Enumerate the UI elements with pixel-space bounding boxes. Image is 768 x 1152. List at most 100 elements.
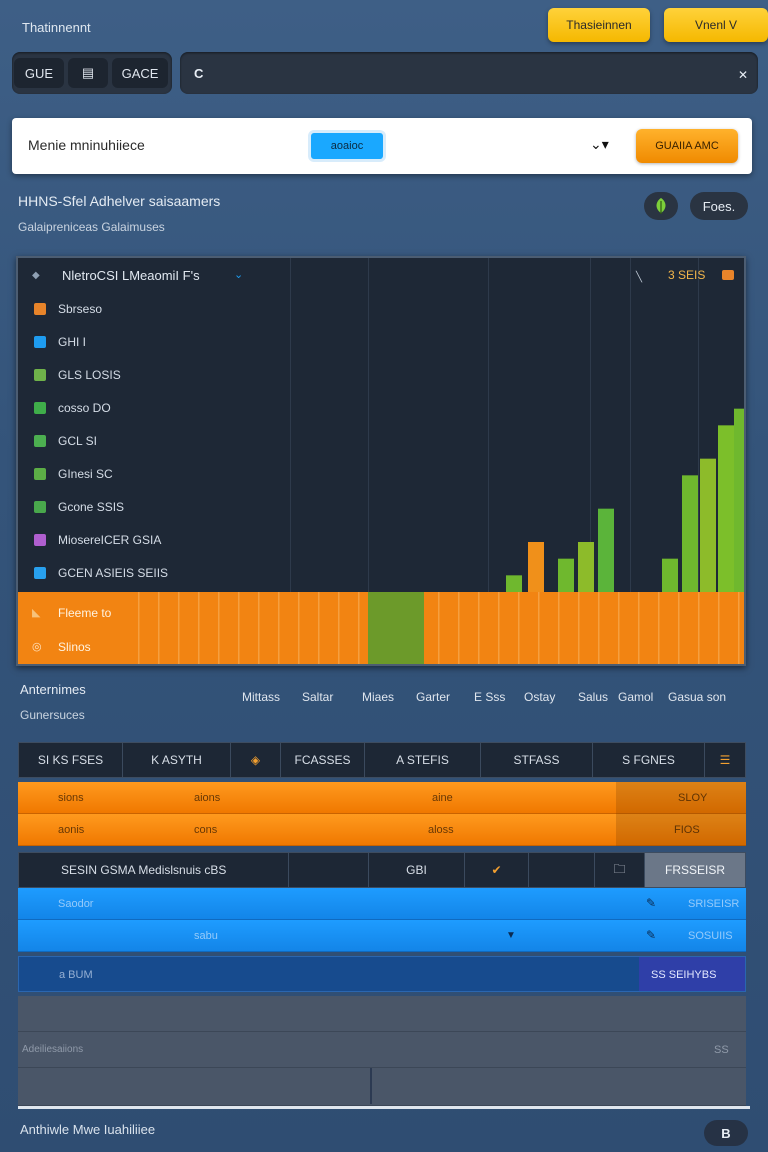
bar[interactable] [528,542,544,592]
search-input[interactable]: C [194,66,204,81]
band-label: Slinos [58,640,91,654]
bar[interactable] [506,575,522,592]
chart-corner-label: 3 SEIS [668,268,706,282]
table-cell: aonis [58,824,85,836]
bar[interactable] [558,558,574,592]
table-row[interactable]: a BUM SS SEIHYBS [18,956,746,992]
table2-col[interactable] [289,853,369,887]
legend-swatch [34,567,46,579]
bar[interactable] [700,458,716,592]
bar[interactable] [598,508,614,592]
flag-icon[interactable] [722,270,734,280]
section-subtitle: Galaipreniceas Galaimuses [18,220,165,234]
band-stripe [558,592,560,664]
chevron-down-icon[interactable]: ⌄▾ [590,136,609,152]
check-icon[interactable]: ✔ [465,853,529,887]
summary-tab[interactable]: Salus [578,690,609,704]
leaf-icon[interactable] [644,192,678,220]
secondary-dropdown-button[interactable]: Vnenl V [664,8,768,42]
legend-item[interactable]: GInesi SC [34,467,113,481]
menu-icon[interactable]: ☰ [719,753,731,767]
chart-header-label: NletroCSI LMeaomiI F's [62,268,200,283]
table-row[interactable]: sions aions aine SLOY [18,782,746,814]
bar[interactable] [718,425,734,592]
bar[interactable] [578,542,594,592]
summary-tab[interactable]: Miaes [362,690,395,704]
table-row[interactable]: Adeiliesaiions SS [18,1032,746,1068]
legend-item[interactable]: GLS LOSIS [34,368,121,382]
table-cell: SRISEISR [688,898,740,910]
legend-swatch [34,534,46,546]
primary-action-button[interactable]: Thasieinnen [548,8,650,42]
pencil-icon[interactable]: ✎ [646,928,657,942]
search-bar[interactable]: C ✕ [180,52,758,94]
table2-col[interactable] [529,853,595,887]
table2-col[interactable]: GBI [369,853,465,887]
summary-tab[interactable]: Gamol [618,690,654,704]
legend-item[interactable]: GCL SI [34,434,97,448]
pin-icon[interactable]: ╲ [636,272,643,283]
legend-swatch [34,435,46,447]
close-icon[interactable]: ✕ [737,68,748,82]
table1-col[interactable]: STFASS [481,743,593,777]
apply-filter-button[interactable]: GUAIIA AMC [636,129,738,163]
band-stripe [698,592,700,664]
bar[interactable] [682,475,698,592]
table2-col[interactable]: SESIN GSMA Medislsnuis cBS [19,853,289,887]
table1-col[interactable]: FCASSES [281,743,365,777]
legend-item[interactable]: GHI I [34,335,86,349]
table-cell: FIOS [674,824,700,836]
table-row[interactable]: aonis cons aloss FIOS [18,814,746,846]
footer-text: Anthiwle Mwe Iuahiliiee [20,1122,156,1137]
chevron-down-icon[interactable]: ⌄ [234,269,244,281]
table-row[interactable] [18,1068,746,1106]
pencil-icon[interactable]: ✎ [646,896,657,910]
table1-col[interactable]: SI KS FSES [19,743,123,777]
summary-tab[interactable]: Garter [416,690,451,704]
table2-col[interactable]: FRSSEISR [645,853,745,887]
legend-swatch [34,501,46,513]
chevron-down-icon[interactable]: ▼ [506,930,516,941]
band-label: Fleeme to [58,606,112,620]
table-cell: sions [58,792,84,804]
legend-item[interactable]: cosso DO [34,401,111,415]
circle-icon: ◎ [32,641,42,653]
band-stripe [138,592,140,664]
sort-icon[interactable]: ◈ [231,743,281,777]
list-icon[interactable]: ▤ [68,58,108,88]
legend-swatch [34,369,46,381]
bar[interactable] [662,558,678,592]
segment-right-button[interactable]: GACE [112,58,168,88]
table-row[interactable] [18,996,746,1032]
legend-item[interactable]: MiosereICER GSIA [34,533,161,547]
legend-item[interactable]: GCEN ASIEIS SEIIS [34,566,168,580]
band-stripe [258,592,260,664]
filter-chip[interactable]: aoaioc [308,130,386,162]
summary-tab[interactable]: E Sss [474,690,506,704]
table1-col[interactable]: A STEFIS [365,743,481,777]
folder-icon[interactable]: 🗀 [595,853,645,887]
table1-col[interactable]: S FGNES [593,743,705,777]
band-stripe [478,592,480,664]
grid-icon[interactable]: ◆ [32,270,40,281]
summary-tab[interactable]: Ostay [524,690,556,704]
footer-badge[interactable]: B [704,1120,748,1146]
bar[interactable] [734,408,744,592]
table1-col[interactable]: K ASYTH [123,743,231,777]
summary-tab[interactable]: Gasua son [668,690,727,704]
summary-tab[interactable]: Mittass [242,690,281,704]
summary-tab[interactable]: Saltar [302,690,334,704]
segment-left-button[interactable]: GUE [14,58,64,88]
table-cell: Adeiliesaiions [22,1044,84,1055]
table-cell: SLOY [678,792,708,804]
legend-item[interactable]: Gcone SSIS [34,500,124,514]
section-badge[interactable]: Foes. [690,192,748,220]
table-row[interactable]: sabu ▼ ✎ SOSUIIS [18,920,746,952]
table-cell: aions [194,792,221,804]
table-cell: cons [194,824,218,836]
legend-label: GInesi SC [58,467,113,481]
band-stripe [238,592,240,664]
table-row[interactable]: Saodor ✎ SRISEISR [18,888,746,920]
row-accent [616,814,746,846]
legend-item[interactable]: Sbrseso [34,302,102,316]
